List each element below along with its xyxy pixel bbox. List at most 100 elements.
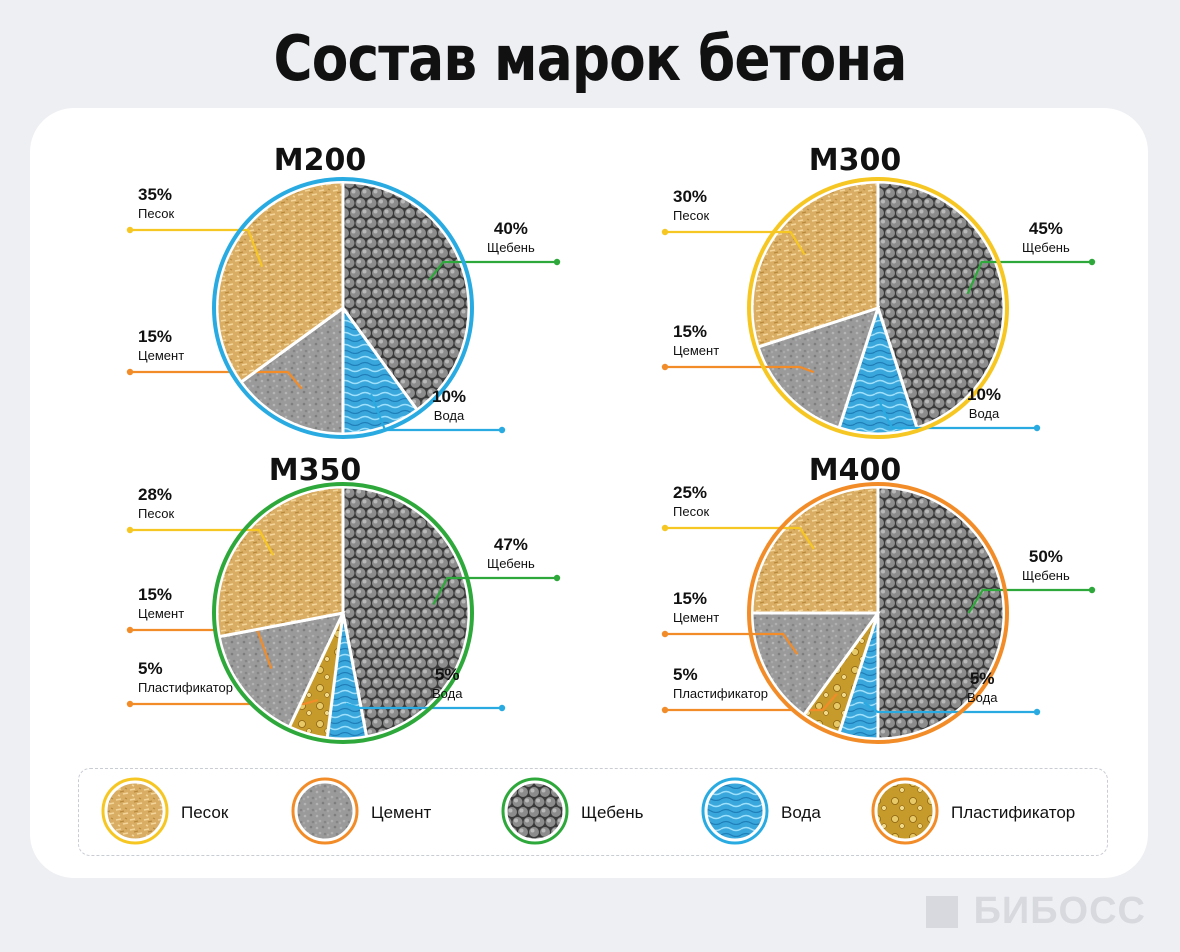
grade-title: М200 xyxy=(273,143,367,178)
leader-line-cement xyxy=(130,370,303,390)
slice-label-water: 10% Вода xyxy=(967,386,1001,420)
slice-name: Песок xyxy=(673,504,710,519)
leader-line-gravel xyxy=(432,576,557,605)
leader-line-gravel xyxy=(428,260,557,281)
slice-percent: 15% xyxy=(138,327,173,346)
slice-name: Щебень xyxy=(487,556,535,571)
legend-swatch-fill xyxy=(504,780,566,842)
slice-percent: 25% xyxy=(673,483,708,502)
slice-name: Цемент xyxy=(673,343,720,358)
slice-label-water: 10% Вода xyxy=(432,388,466,422)
slice-percent: 50% xyxy=(1028,547,1063,566)
leader-line-sand xyxy=(665,230,806,256)
slice-percent: 15% xyxy=(673,589,708,608)
legend-label: Цемент xyxy=(371,803,432,822)
legend-swatch-fill xyxy=(874,780,936,842)
legend: Песок Цемент Щебень Вода Пластификатор xyxy=(78,768,1108,856)
leader-dot xyxy=(553,574,561,582)
leader-dot xyxy=(126,700,134,708)
slice-label-sand: 30% Песок xyxy=(673,188,709,222)
pie-slice-gravel xyxy=(341,485,471,739)
logo-icon xyxy=(925,896,958,928)
slice-name: Вода xyxy=(433,408,465,423)
leader-line-cement xyxy=(665,632,799,655)
pie-slice-gravel xyxy=(876,180,1006,430)
leader-dot xyxy=(553,258,561,266)
chart-m400: М400 50% Щебень 5% Вода 5% Пластификатор 15% Це… xyxy=(615,448,1155,768)
pie-slice-sand xyxy=(750,180,880,349)
cement-icon xyxy=(291,777,359,845)
legend-swatch-ring xyxy=(701,777,769,845)
slice-name: Пластификатор xyxy=(673,686,769,701)
pie-m400 xyxy=(661,482,1096,744)
legend-swatch-ring xyxy=(101,777,169,845)
leader-line-gravel xyxy=(967,588,1092,614)
legend-swatch-ring xyxy=(501,777,569,845)
leader-line-sand xyxy=(665,526,815,550)
leader-dot xyxy=(1088,258,1096,266)
slice-label-sand: 25% Песок xyxy=(673,484,709,518)
leader-line-water xyxy=(863,701,1037,714)
water-icon xyxy=(701,777,769,845)
page-title: Состав марок бетона xyxy=(273,22,907,95)
pie-ring xyxy=(747,177,1009,439)
leader-dot xyxy=(1033,424,1041,432)
leader-line-sand xyxy=(130,228,264,268)
brand-name: БИБОСС xyxy=(973,890,1146,932)
leader-dot xyxy=(498,704,506,712)
leader-dot xyxy=(661,228,669,236)
slice-label-sand: 35% Песок xyxy=(138,186,174,220)
chart-m200: М200 40% Щебень 10% Вода 15% Цемент 35% Песок xyxy=(80,138,620,458)
slice-name: Вода xyxy=(432,686,463,701)
pie-m300 xyxy=(661,177,1096,439)
slice-label-gravel: 40% Щебень xyxy=(487,220,535,254)
pie-slice-gravel xyxy=(876,485,1006,741)
brand-watermark: БИБОСС xyxy=(925,890,1146,934)
slice-label-gravel: 47% Щебень xyxy=(487,536,535,570)
pie-slice-sand xyxy=(215,485,345,639)
leader-dot xyxy=(126,368,134,376)
legend-swatch-fill xyxy=(704,780,766,842)
leader-line-cement xyxy=(665,365,815,374)
leader-line-water xyxy=(877,398,1037,430)
legend-label: Вода xyxy=(781,803,821,822)
slice-label-gravel: 50% Щебень xyxy=(1022,548,1070,582)
leader-line-plasticizer xyxy=(130,699,318,706)
leader-dot xyxy=(661,706,669,714)
slice-percent: 5% xyxy=(138,659,163,678)
legend-label: Песок xyxy=(181,803,229,822)
slice-label-water: 5% Вода xyxy=(967,670,997,704)
slice-percent: 15% xyxy=(138,585,173,604)
pie-slice-cement xyxy=(750,611,881,718)
slice-name: Щебень xyxy=(1022,240,1070,255)
leader-line-gravel xyxy=(966,260,1092,295)
slice-percent: 10% xyxy=(967,385,1002,404)
slice-name: Вода xyxy=(968,406,1000,421)
leader-dot xyxy=(126,626,134,634)
leader-dot xyxy=(126,226,134,234)
slice-percent: 15% xyxy=(673,322,708,341)
slice-percent: 5% xyxy=(673,665,698,684)
pie-ring xyxy=(212,177,474,439)
pie-slice-water xyxy=(341,303,420,436)
pie-m200 xyxy=(126,177,561,439)
slice-label-sand: 28% Песок xyxy=(138,486,174,520)
slice-name: Щебень xyxy=(1022,568,1070,583)
chart-m300: М300 45% Щебень 10% Вода 15% Цемент 30% Песок xyxy=(615,138,1155,458)
legend-swatch-ring xyxy=(871,777,939,845)
slice-name: Цемент xyxy=(138,606,185,621)
slice-percent: 5% xyxy=(434,665,460,684)
slice-percent: 45% xyxy=(1028,219,1063,238)
pie-ring xyxy=(212,482,474,744)
slice-label-water: 5% Вода xyxy=(432,666,462,700)
slice-label-plasticizer: 5% Пластификатор xyxy=(138,660,233,694)
slice-label-cement: 15% Цемент xyxy=(673,590,719,624)
slice-name: Песок xyxy=(673,208,710,223)
slice-name: Пластификатор xyxy=(138,680,234,695)
legend-swatch-fill xyxy=(104,780,166,842)
slice-name: Песок xyxy=(138,506,175,521)
legend-swatch-ring xyxy=(291,777,359,845)
leader-line-water xyxy=(345,702,502,710)
legend-swatch-fill xyxy=(294,780,356,842)
slice-percent: 28% xyxy=(138,485,173,504)
